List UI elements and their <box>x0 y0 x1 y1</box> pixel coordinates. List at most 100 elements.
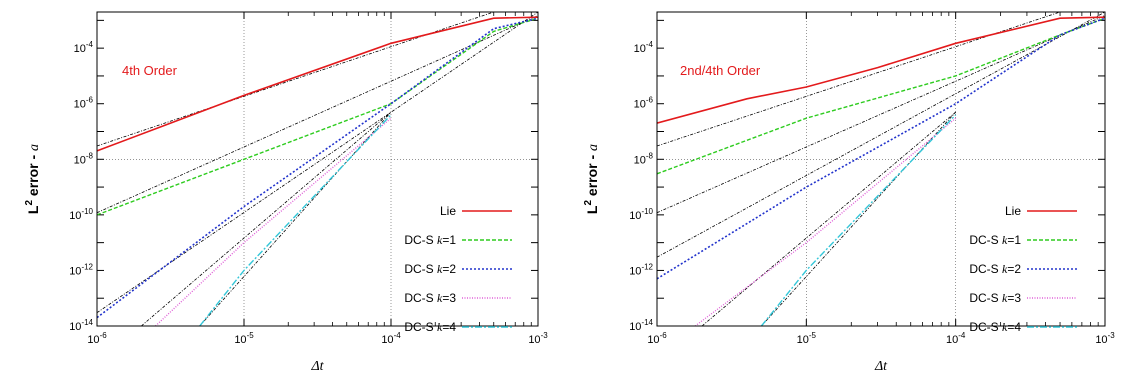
tick-exponent: -6 <box>86 96 94 105</box>
right-chart-panel: 10-6 10-5 10-4 10-310-1410-1210-1010-810-61… <box>583 11 1115 374</box>
tick-base: 10 <box>528 334 540 346</box>
tick-base: 10 <box>634 99 646 111</box>
series-line-dc-s-k-3 <box>155 117 392 326</box>
tick-exponent: -8 <box>646 151 654 160</box>
tick-exponent: -8 <box>86 151 94 160</box>
x-tick-label: 10-6 <box>647 331 667 346</box>
y-label-rest: error - <box>584 151 600 200</box>
tick-exponent: -10 <box>81 207 93 216</box>
series-line-dc-s-k-2 <box>97 17 538 319</box>
tick-base: 10 <box>647 334 659 346</box>
x-tick-label: 10-3 <box>1095 331 1115 346</box>
tick-exponent: -10 <box>641 207 653 216</box>
legend-label: DC-S k=1 <box>969 233 1021 247</box>
tick-base: 10 <box>629 265 641 277</box>
tick-base: 10 <box>1095 334 1107 346</box>
legend-label-k: k <box>1002 233 1008 247</box>
series-line-dc-s-k-1 <box>97 17 538 216</box>
tick-exponent: -4 <box>86 40 94 49</box>
series-line-dc-s-k-4 <box>199 114 392 326</box>
legend-label-k-value: =2 <box>442 262 456 276</box>
legend-label: DC-S k=4 <box>404 320 456 334</box>
x-tick-label: 10-4 <box>946 331 966 346</box>
tick-exponent: -4 <box>958 331 966 340</box>
reference-slope-line <box>761 111 956 326</box>
y-tick-label: 10-14 <box>629 318 653 333</box>
x-axis-label: Δt <box>310 359 324 374</box>
y-tick-label: 10-14 <box>69 318 93 333</box>
y-axis-label: L2 error - a <box>24 144 42 214</box>
order-annotation: 2nd/4th Order <box>680 63 761 78</box>
legend-label-k-value: =4 <box>442 320 456 334</box>
legend-label-prefix: DC-S <box>404 320 437 334</box>
reference-slope-line <box>141 111 392 326</box>
y-tick-label: 10-4 <box>634 40 654 55</box>
legend-label-k: k <box>437 233 443 247</box>
legend-label: Lie <box>440 204 456 218</box>
y-tick-label: 10-10 <box>629 207 653 222</box>
tick-exponent: -4 <box>646 40 654 49</box>
tick-exponent: -5 <box>247 331 255 340</box>
plot-area <box>97 12 538 326</box>
legend-label-prefix: DC-S <box>969 291 1002 305</box>
legend-label: Lie <box>1005 204 1021 218</box>
reference-slope-line <box>657 15 1105 214</box>
legend-label-k-value: =1 <box>442 233 456 247</box>
x-tick-label: 10-3 <box>528 331 548 346</box>
x-axis-label: Δt <box>874 359 888 374</box>
legend-label-prefix: DC-S <box>969 233 1002 247</box>
tick-exponent: -4 <box>394 331 402 340</box>
tick-base: 10 <box>946 334 958 346</box>
plot-frame <box>656 11 1106 327</box>
legend-label: DC-S k=1 <box>404 233 456 247</box>
legend-label-prefix: DC-S <box>969 262 1002 276</box>
y-label-rest: error - <box>25 151 41 200</box>
legend-label-k: k <box>1002 291 1008 305</box>
series-line-dc-s-k-2 <box>657 17 1105 280</box>
y-axis-label: L2 error - a <box>583 144 601 214</box>
legend-label: DC-S k=4 <box>969 320 1021 334</box>
order-annotation: 4th Order <box>122 63 178 78</box>
series-line-dc-s-k-4 <box>760 114 957 326</box>
legend-label-prefix: DC-S <box>404 233 437 247</box>
legend-label: DC-S k=2 <box>404 262 456 276</box>
tick-base: 10 <box>74 154 86 166</box>
y-tick-label: 10-12 <box>69 262 93 277</box>
x-tick-label: 10-5 <box>234 331 254 346</box>
x-tick-label: 10-6 <box>87 331 107 346</box>
legend-label-prefix: Lie <box>1005 204 1021 218</box>
legend-label-k: k <box>437 291 443 305</box>
y-tick-label: 10-12 <box>629 262 653 277</box>
legend-label: DC-S k=3 <box>969 291 1021 305</box>
legend-label-prefix: DC-S <box>969 320 1002 334</box>
tick-base: 10 <box>69 265 81 277</box>
plot-frame <box>96 11 539 327</box>
legend-label-prefix: DC-S <box>404 262 437 276</box>
legend-label-k-value: =3 <box>1007 291 1021 305</box>
tick-base: 10 <box>634 154 646 166</box>
tick-base: 10 <box>629 321 641 333</box>
legend-label-k-value: =4 <box>1007 320 1021 334</box>
tick-exponent: -12 <box>641 262 653 271</box>
tick-exponent: -14 <box>641 318 653 327</box>
y-label-sup: 2 <box>24 200 35 206</box>
legend-label: DC-S k=3 <box>404 291 456 305</box>
tick-base: 10 <box>74 43 86 55</box>
y-tick-label: 10-6 <box>74 96 94 111</box>
y-tick-label: 10-8 <box>634 151 654 166</box>
legend-label-k: k <box>1002 320 1008 334</box>
legend-label-k: k <box>437 320 443 334</box>
y-tick-label: 10-6 <box>634 96 654 111</box>
legend-label: DC-S k=2 <box>969 262 1021 276</box>
x-tick-label: 10-5 <box>797 331 817 346</box>
y-label-main: L <box>584 205 600 214</box>
tick-base: 10 <box>74 99 86 111</box>
reference-slope-line <box>97 12 538 314</box>
tick-base: 10 <box>69 321 81 333</box>
tick-exponent: -6 <box>660 331 668 340</box>
reference-slope-line <box>97 15 538 214</box>
tick-exponent: -12 <box>81 262 93 271</box>
legend-label-prefix: Lie <box>440 204 456 218</box>
left-chart-panel: 10-6 10-5 10-4 10-310-1410-1210-1010-810-61… <box>24 11 548 374</box>
tick-base: 10 <box>69 210 81 222</box>
